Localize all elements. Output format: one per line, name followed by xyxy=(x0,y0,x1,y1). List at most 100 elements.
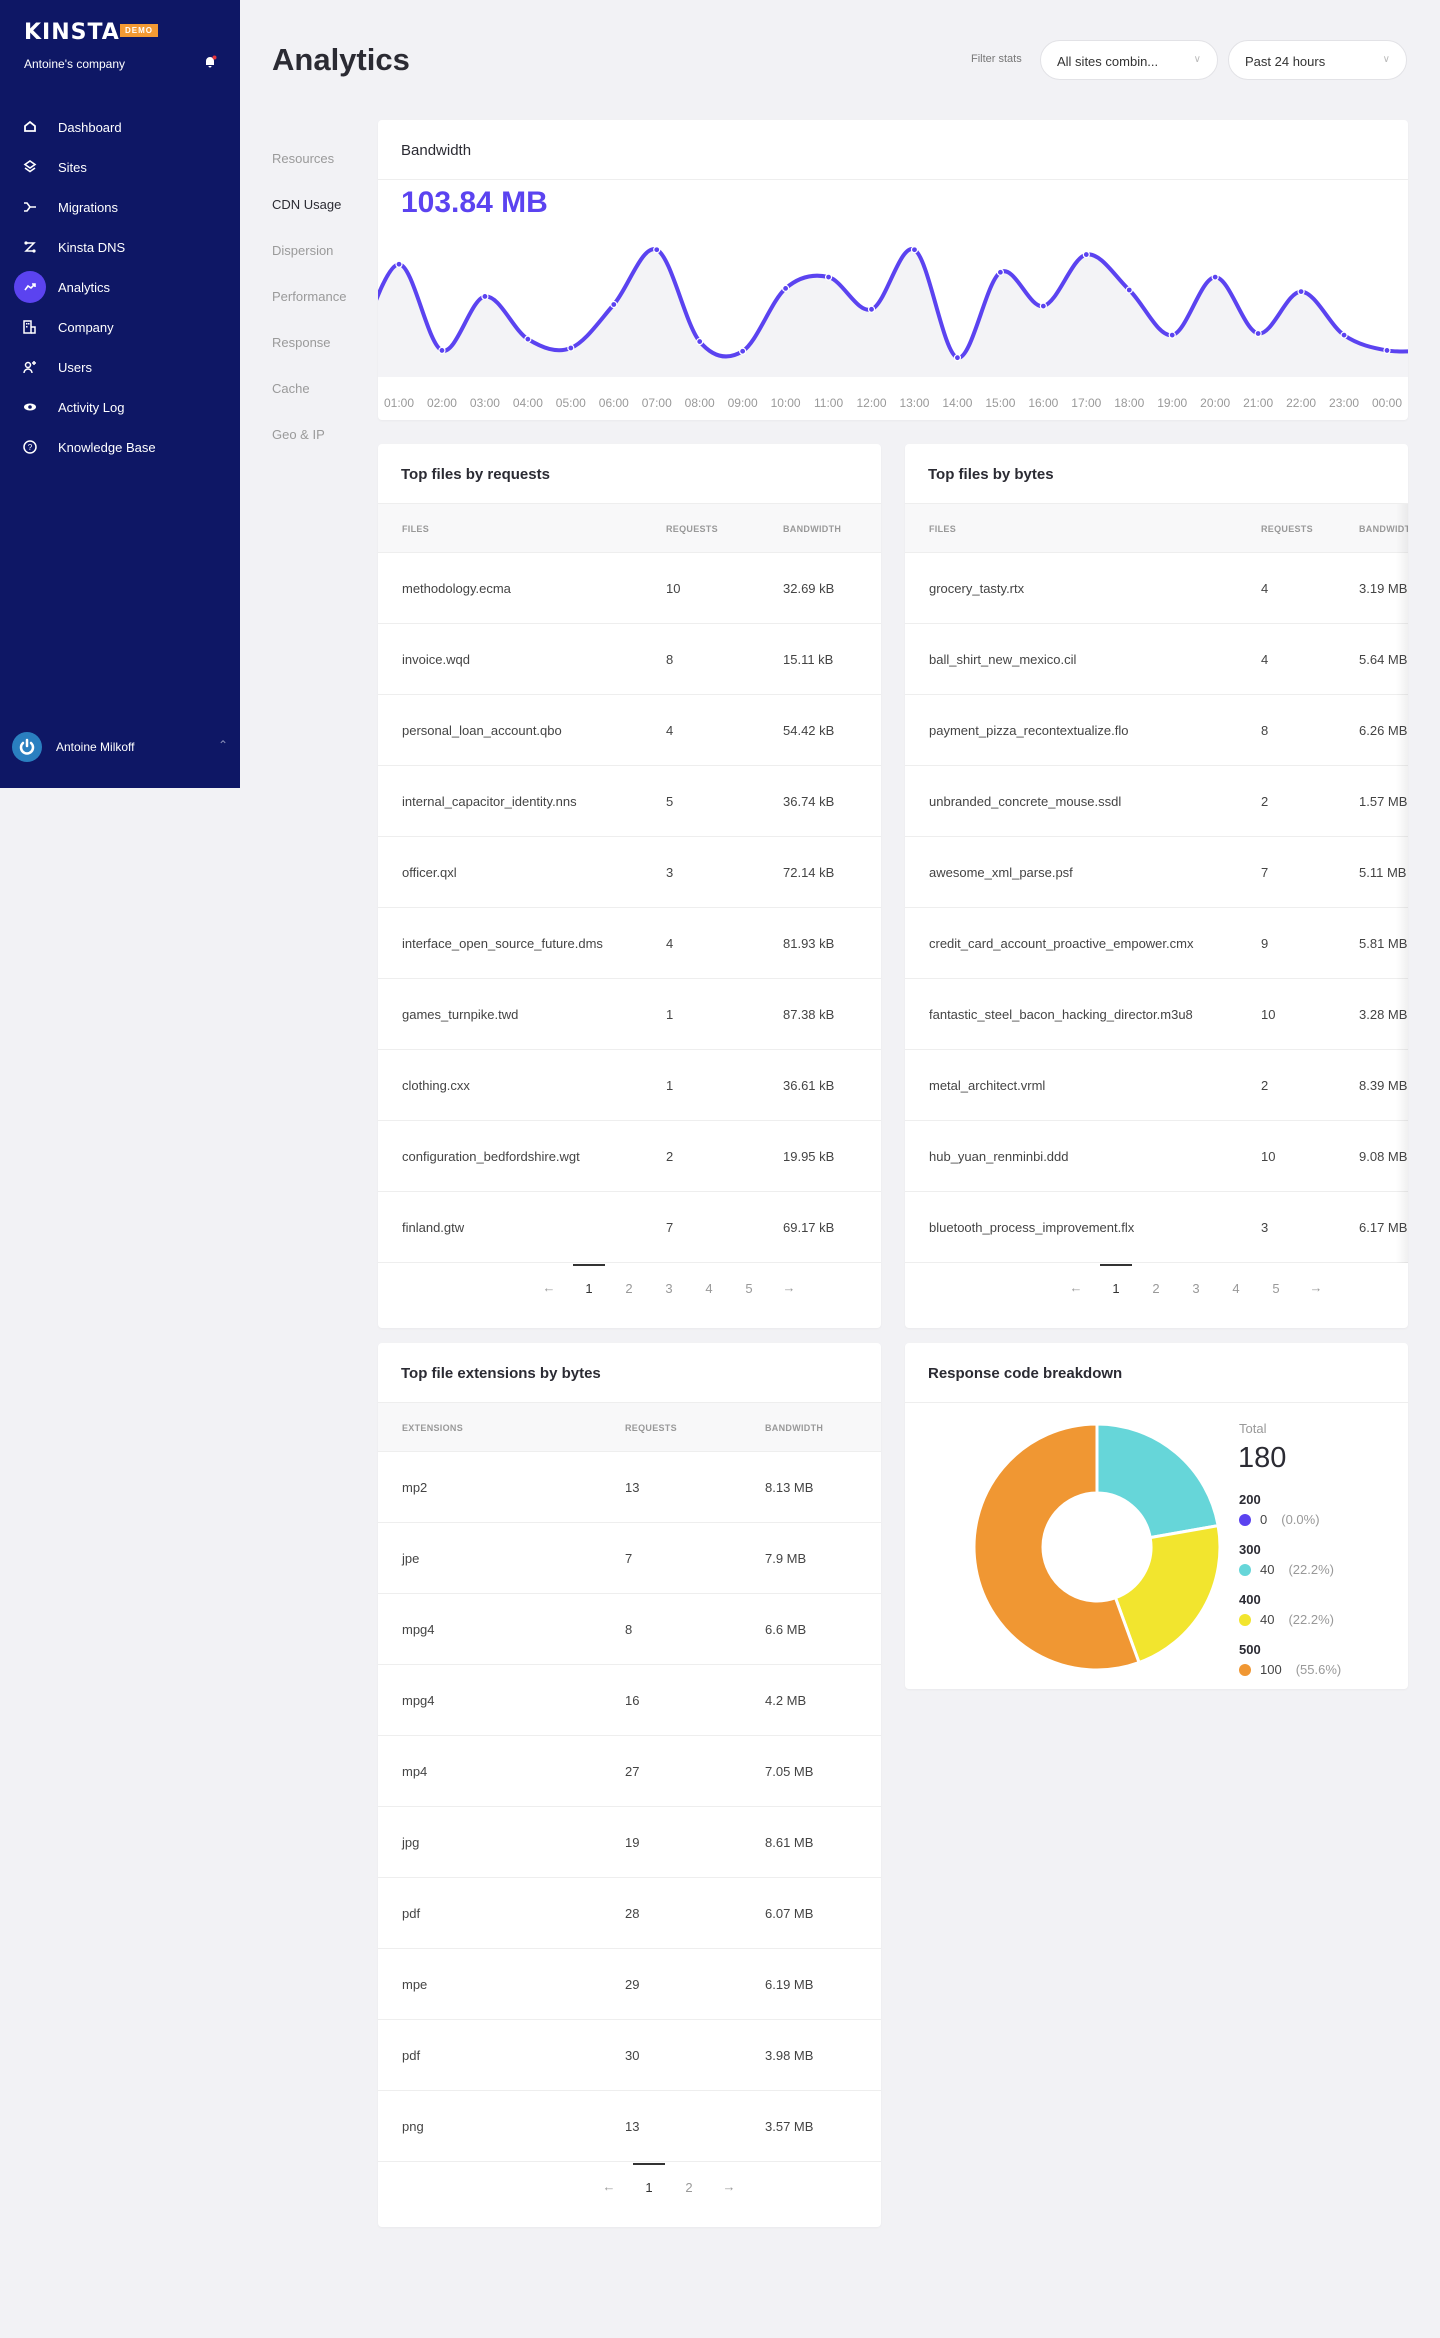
table-row: configuration_bedfordshire.wgt 2 19.95 kB xyxy=(378,1121,881,1192)
table-cell: 32.69 kB xyxy=(783,581,835,596)
column-header[interactable]: FILES xyxy=(402,524,430,534)
table-cell: 19 xyxy=(625,1835,640,1850)
kinsta-logo[interactable]: KINSTA xyxy=(24,20,120,45)
column-header[interactable]: REQUESTS xyxy=(666,524,718,534)
donut-slice-500[interactable] xyxy=(972,1422,1141,1672)
column-header[interactable]: BANDWIDTH xyxy=(1359,524,1408,534)
sidebar-item-sites[interactable]: Sites xyxy=(14,151,224,183)
table-row: mpe 29 6.19 MB xyxy=(378,1949,881,2020)
legend-item: 40 (22.2%) xyxy=(1239,1612,1334,1627)
data-point[interactable] xyxy=(696,337,704,346)
table-cell: 7.05 MB xyxy=(765,1764,814,1779)
table-row: payment_pizza_recontextualize.flo 8 6.26 M… xyxy=(905,695,1408,766)
column-header[interactable]: REQUESTS xyxy=(625,1423,677,1433)
page-button[interactable]: 2 xyxy=(1152,1281,1160,1296)
page-button[interactable]: 1 xyxy=(645,2180,653,2195)
user-menu[interactable]: Antoine Milkoff ⌃ xyxy=(12,732,228,762)
notification-bell-icon[interactable] xyxy=(203,55,217,69)
submenu-item-resources[interactable]: Resources xyxy=(272,151,335,166)
data-point[interactable] xyxy=(739,347,747,355)
sidebar-item-knowledge-base[interactable]: ? Knowledge Base xyxy=(14,431,224,463)
legend-item: 0 (0.0%) xyxy=(1239,1512,1320,1527)
data-point[interactable] xyxy=(438,346,446,355)
period-select[interactable]: Past 24 hours ∨ xyxy=(1228,40,1407,80)
data-point[interactable] xyxy=(1254,329,1262,338)
column-header[interactable]: BANDWIDTH xyxy=(783,524,842,534)
data-point[interactable] xyxy=(1168,331,1176,339)
data-point[interactable] xyxy=(782,284,790,292)
page-button[interactable]: 1 xyxy=(1112,1281,1120,1296)
table-cell: 3.98 MB xyxy=(765,2048,814,2063)
prev-page-button[interactable]: ← xyxy=(602,2179,616,2194)
current-page-indicator xyxy=(633,2163,665,2165)
page-button[interactable]: 2 xyxy=(685,2180,693,2195)
sidebar-item-dashboard[interactable]: Dashboard xyxy=(14,111,224,143)
column-header[interactable]: REQUESTS xyxy=(1261,524,1313,534)
data-point[interactable] xyxy=(1082,250,1090,259)
submenu-item-performance[interactable]: Performance xyxy=(272,289,347,304)
table-row: mp4 27 7.05 MB xyxy=(378,1736,881,1807)
page-button[interactable]: 4 xyxy=(1232,1281,1240,1296)
sidebar-item-migrations[interactable]: Migrations xyxy=(14,191,224,223)
page-button[interactable]: 3 xyxy=(665,1281,673,1296)
page-button[interactable]: 1 xyxy=(585,1281,593,1296)
data-point[interactable] xyxy=(867,305,876,313)
data-point[interactable] xyxy=(395,260,403,268)
data-point[interactable] xyxy=(1297,288,1305,296)
chevron-up-icon[interactable]: ⌃ xyxy=(217,738,228,752)
data-point[interactable] xyxy=(1383,346,1391,355)
submenu-item-cache[interactable]: Cache xyxy=(272,381,310,396)
table-cell: credit_card_account_proactive_empower.cm… xyxy=(929,936,1194,951)
page-button[interactable]: 4 xyxy=(705,1281,713,1296)
table-cell: 3 xyxy=(1261,1220,1269,1235)
page-button[interactable]: 5 xyxy=(745,1281,753,1296)
data-point[interactable] xyxy=(567,344,575,352)
donut-slice-400[interactable] xyxy=(1113,1523,1222,1665)
sidebar-item-company[interactable]: Company xyxy=(14,311,224,343)
column-header[interactable]: FILES xyxy=(929,524,957,534)
next-page-button[interactable]: → xyxy=(722,2179,736,2194)
data-point[interactable] xyxy=(1125,286,1133,294)
donut-slice-300[interactable] xyxy=(1095,1422,1220,1540)
company-name[interactable]: Antoine's company xyxy=(24,57,126,71)
data-point[interactable] xyxy=(481,292,489,301)
data-point[interactable] xyxy=(524,335,532,343)
bandwidth-card: Bandwidth 103.84 MB 01:00 02:00 03:00 04:00… xyxy=(378,120,1408,420)
prev-page-button[interactable]: ← xyxy=(1069,1280,1083,1295)
sidebar-item-label: Activity Log xyxy=(58,399,125,415)
table-row: awesome_xml_parse.psf 7 5.11 MB xyxy=(905,837,1408,908)
submenu-item-dispersion[interactable]: Dispersion xyxy=(272,243,334,258)
table-cell: 2 xyxy=(1261,794,1269,809)
sidebar-item-users[interactable]: Users xyxy=(14,351,224,383)
data-point[interactable] xyxy=(1340,331,1348,339)
column-header[interactable]: EXTENSIONS xyxy=(402,1423,464,1433)
submenu-item-cdn-usage[interactable]: CDN Usage xyxy=(272,197,342,212)
data-point[interactable] xyxy=(1039,302,1047,310)
prev-page-button[interactable]: ← xyxy=(542,1280,556,1295)
data-point[interactable] xyxy=(1211,273,1219,281)
data-point[interactable] xyxy=(824,273,833,281)
submenu-item-geo-ip[interactable]: Geo & IP xyxy=(272,427,325,442)
site-select[interactable]: All sites combin... ∨ xyxy=(1040,40,1218,80)
next-page-button[interactable]: → xyxy=(1309,1280,1323,1295)
data-point[interactable] xyxy=(653,246,661,254)
table-cell: 8.39 MB xyxy=(1359,1078,1408,1093)
data-point[interactable] xyxy=(953,354,962,362)
page-button[interactable]: 2 xyxy=(625,1281,633,1296)
sidebar-item-kinsta-dns[interactable]: Kinsta DNS xyxy=(14,231,224,263)
sidebar-item-analytics[interactable]: Analytics xyxy=(14,271,224,303)
data-point[interactable] xyxy=(996,268,1004,276)
table-cell: 2 xyxy=(666,1149,674,1164)
period-select-value: Past 24 hours xyxy=(1245,54,1326,69)
table-header: EXTENSIONS REQUESTS BANDWIDTH xyxy=(378,1403,881,1452)
column-header[interactable]: BANDWIDTH xyxy=(765,1423,824,1433)
page-button[interactable]: 3 xyxy=(1192,1281,1200,1296)
data-point[interactable] xyxy=(610,300,618,309)
page-button[interactable]: 5 xyxy=(1272,1281,1280,1296)
submenu-item-response[interactable]: Response xyxy=(272,335,331,350)
data-point[interactable] xyxy=(910,246,919,254)
total-label: Total xyxy=(1239,1421,1267,1436)
next-page-button[interactable]: → xyxy=(782,1280,796,1295)
x-tick-label: 03:00 xyxy=(469,396,500,410)
sidebar-item-activity-log[interactable]: Activity Log xyxy=(14,391,224,423)
